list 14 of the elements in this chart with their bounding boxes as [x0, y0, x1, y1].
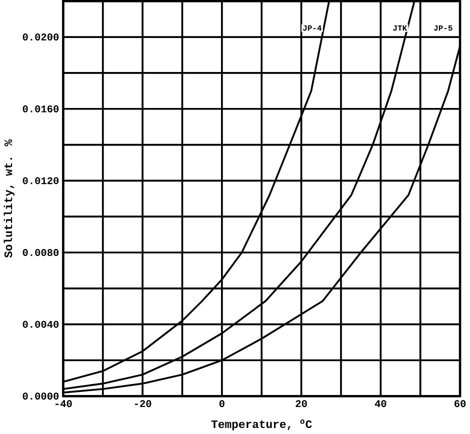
- y-tick-label: 0.0160: [22, 105, 59, 112]
- y-axis-title: Solutility, wt. %: [4, 139, 14, 258]
- x-tick-label: -40: [56, 400, 72, 408]
- x-tick-label: 0: [219, 400, 224, 408]
- y-tick-label: 0.0080: [22, 248, 59, 256]
- x-axis-title: Temperature, $^{o}$C: [211, 419, 312, 430]
- x-tick-label: -20: [134, 400, 152, 408]
- x-tick-label: 20: [296, 400, 307, 408]
- y-tick-label: 0.0120: [22, 177, 59, 184]
- y-tick-label: 0.0040: [22, 320, 59, 328]
- y-tick-label: 0.0200: [22, 34, 59, 40]
- x-tick-label: 40: [374, 400, 386, 408]
- y-tick-label: 0.0000: [22, 392, 59, 400]
- x-tick-label: 60: [454, 400, 466, 408]
